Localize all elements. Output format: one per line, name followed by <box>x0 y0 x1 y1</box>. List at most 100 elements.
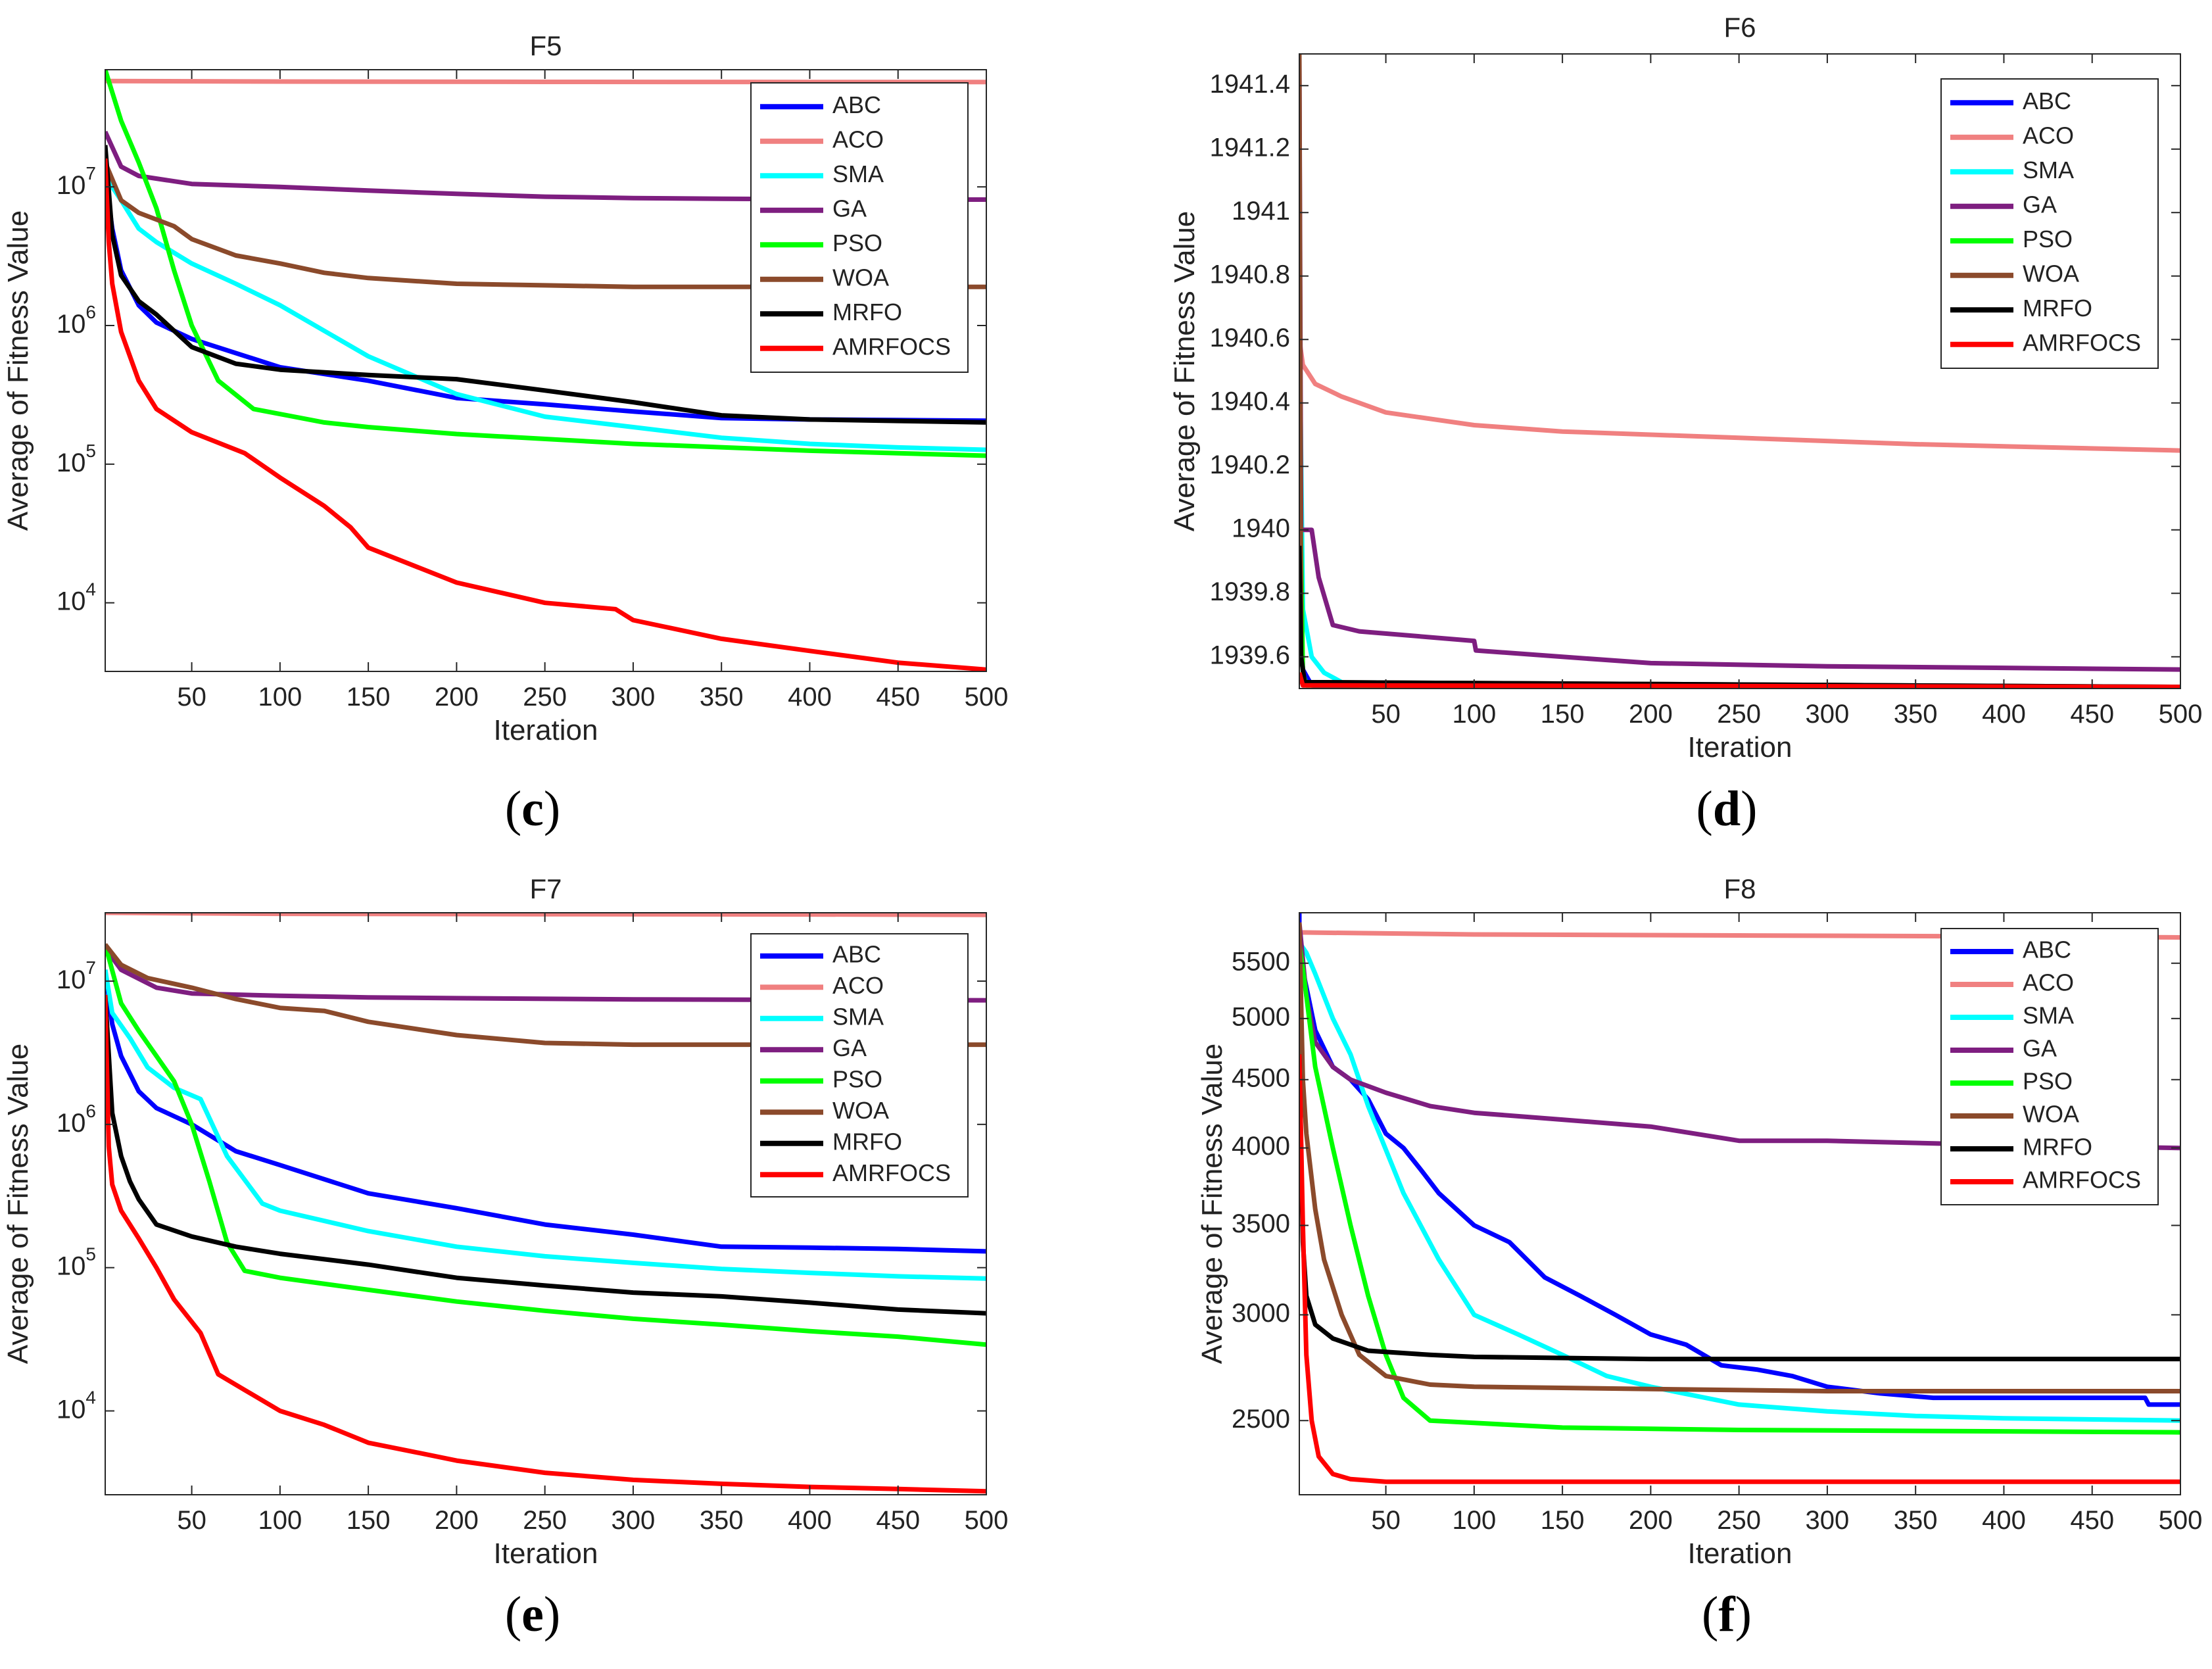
series-line-woa <box>105 943 986 1048</box>
x-tick-label: 300 <box>1806 700 1850 729</box>
x-tick-label: 500 <box>965 1506 1009 1535</box>
y-tick-label: 1941 <box>1232 197 1290 226</box>
x-axis-label: Iteration <box>494 1537 598 1570</box>
y-tick-label: 1941.2 <box>1210 133 1290 162</box>
y-tick-label: 1939.6 <box>1210 641 1290 669</box>
x-tick-label: 300 <box>1806 1506 1850 1535</box>
x-tick-label: 350 <box>700 1506 744 1535</box>
x-tick-label: 150 <box>1541 1506 1585 1535</box>
legend-label-pso: PSO <box>832 230 882 256</box>
y-tick-label: 3500 <box>1232 1209 1290 1238</box>
x-tick-label: 400 <box>788 1506 832 1535</box>
legend-label-mrfo: MRFO <box>2023 295 2092 322</box>
x-tick-label: 450 <box>876 1506 920 1535</box>
x-tick-label: 150 <box>1541 700 1585 729</box>
legend-label-woa: WOA <box>832 1097 889 1124</box>
legend: ABC ACO SMA GA PSO WOA MRFO AMRFOCS <box>750 933 969 1197</box>
y-tick-label: 106 <box>57 302 96 338</box>
y-axis-label: Average of Fitness Value <box>1168 211 1201 532</box>
axes-box <box>105 912 987 1495</box>
x-tick-label: 250 <box>523 1506 567 1535</box>
series-line-mrfo <box>105 145 986 425</box>
legend-label-sma: SMA <box>2023 157 2074 183</box>
legend-label-woa: WOA <box>832 264 889 291</box>
y-axis-label: Average of Fitness Value <box>2 210 34 531</box>
x-tick-label: 300 <box>612 1506 656 1535</box>
y-axis-label: Average of Fitness Value <box>2 1044 34 1365</box>
legend-label-ga: GA <box>2023 1035 2057 1062</box>
series-group <box>1299 54 2180 689</box>
legend-label-amrfocs: AMRFOCS <box>2023 329 2141 356</box>
series-line-woa <box>1299 922 2180 1393</box>
chart-title: F5 <box>529 30 562 61</box>
axes-box <box>1299 912 2181 1495</box>
y-tick-label: 106 <box>57 1101 96 1137</box>
y-tick-label: 5500 <box>1232 947 1290 976</box>
y-tick-label: 1940.2 <box>1210 450 1290 479</box>
legend-label-amrfocs: AMRFOCS <box>2023 1167 2141 1194</box>
x-tick-label: 250 <box>1717 700 1761 729</box>
series-line-ga <box>105 946 986 1003</box>
x-tick-label: 100 <box>258 683 302 712</box>
y-tick-label: 5000 <box>1232 1002 1290 1031</box>
legend-label-sma: SMA <box>832 160 884 187</box>
legend-label-ga: GA <box>2023 191 2057 218</box>
x-tick-label: 200 <box>1629 1506 1673 1535</box>
panel-f: 50 100 150 200 250 300 350 400 450 500 2500 3000 350… <box>1196 873 2202 1642</box>
x-axis-label: Iteration <box>1688 731 1792 763</box>
legend-label-sma: SMA <box>832 1003 884 1030</box>
y-tick-label: 1940.8 <box>1210 260 1290 289</box>
legend-box <box>750 82 969 373</box>
y-tick-label: 4000 <box>1232 1132 1290 1161</box>
legend-label-amrfocs: AMRFOCS <box>832 333 951 360</box>
series-line-ga <box>1299 54 2180 672</box>
x-tick-label: 100 <box>1452 1506 1496 1535</box>
x-tick-label: 50 <box>1371 700 1401 729</box>
panel-letter: (e) <box>505 1587 560 1642</box>
chart-title: F6 <box>1723 12 1756 43</box>
series-line-amrfocs <box>105 995 986 1494</box>
y-tick-label: 105 <box>57 441 96 477</box>
x-axis-label: Iteration <box>494 714 598 746</box>
legend-label-pso: PSO <box>832 1065 882 1092</box>
legend-label-aco: ACO <box>832 126 884 153</box>
x-tick-label: 100 <box>1452 700 1496 729</box>
legend: ABC ACO SMA GA PSO WOA MRFO AMRFOCS <box>1940 928 2159 1205</box>
x-tick-label: 50 <box>177 1506 206 1535</box>
axes-box <box>1299 53 2181 689</box>
legend-label-aco: ACO <box>2023 122 2074 149</box>
x-tick-label: 350 <box>1894 1506 1938 1535</box>
series-line-sma <box>1299 941 2180 1423</box>
series-line-abc <box>105 969 986 1254</box>
x-tick-label: 500 <box>965 683 1009 712</box>
x-tick-label: 250 <box>523 683 567 712</box>
x-tick-label: 450 <box>876 683 920 712</box>
y-tick-label: 1940.4 <box>1210 387 1290 416</box>
series-group <box>105 913 986 1494</box>
legend-label-pso: PSO <box>2023 1068 2073 1095</box>
x-tick-label: 400 <box>788 683 832 712</box>
x-tick-label: 250 <box>1717 1506 1761 1535</box>
series-line-amrfocs <box>1299 1054 2180 1484</box>
y-axis-label: Average of Fitness Value <box>1196 1044 1228 1365</box>
y-tick-label: 104 <box>57 1388 96 1424</box>
x-tick-label: 400 <box>1982 700 2026 729</box>
y-tick-label: 1939.8 <box>1210 577 1290 606</box>
series-line-woa <box>105 161 986 289</box>
y-tick-label: 105 <box>57 1244 96 1280</box>
panel-d: 50 100 150 200 250 300 350 400 450 500 1939.6 1939.… <box>1168 12 2202 836</box>
legend-label-amrfocs: AMRFOCS <box>832 1159 951 1186</box>
legend-label-sma: SMA <box>2023 1002 2074 1029</box>
legend-label-woa: WOA <box>2023 1101 2079 1128</box>
x-tick-label: 450 <box>2070 700 2114 729</box>
legend-box <box>1940 78 2159 369</box>
y-tick-label: 4500 <box>1232 1063 1290 1092</box>
x-tick-label: 150 <box>347 683 391 712</box>
series-line-pso <box>1299 942 2180 1435</box>
series-line-ga <box>1299 922 2180 1151</box>
panel-e: 50 100 150 200 250 300 350 400 450 500 104 105 106 10… <box>2 873 1008 1642</box>
legend-label-ga: GA <box>832 195 867 222</box>
series-line-sma <box>105 969 986 1281</box>
series-line-aco <box>1299 339 2180 453</box>
